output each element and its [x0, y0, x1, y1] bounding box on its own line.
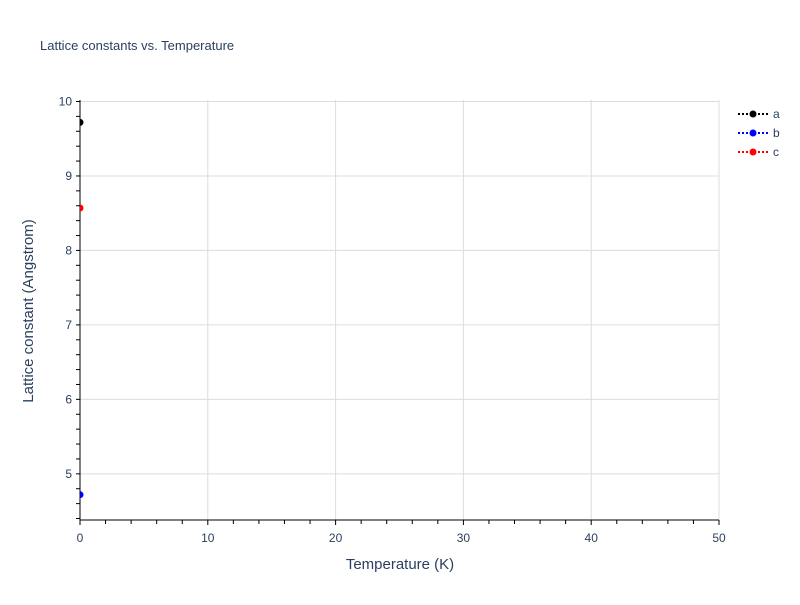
- legend-marker-a: [749, 110, 757, 118]
- legend-label-a: a: [773, 107, 780, 121]
- x-tick-label: 50: [712, 531, 726, 545]
- data-point-a: [80, 118, 84, 126]
- x-axis-label: Temperature (K): [346, 556, 454, 573]
- x-tick-label: 10: [201, 531, 215, 545]
- axes: 0 10 20 30 40 50 5 6 7 8 9 10: [59, 94, 726, 545]
- x-tick-label: 20: [329, 531, 343, 545]
- legend[interactable]: abc: [738, 107, 780, 159]
- chart-title: Lattice constants vs. Temperature: [40, 38, 234, 53]
- legend-item-a[interactable]: a: [738, 107, 780, 121]
- y-axis-label: Lattice constant (Angstrom): [20, 219, 37, 402]
- data-point-c: [80, 204, 84, 212]
- y-tick-label: 7: [65, 318, 72, 332]
- legend-item-c[interactable]: c: [738, 145, 779, 159]
- legend-label-c: c: [773, 145, 779, 159]
- series-group: [80, 118, 84, 499]
- y-tick-label: 9: [65, 169, 72, 183]
- legend-label-b: b: [773, 126, 780, 140]
- grid: [80, 100, 720, 520]
- x-tick-label: 40: [585, 531, 599, 545]
- marks: [80, 118, 84, 499]
- y-tick-label: 8: [65, 243, 72, 257]
- y-tick-label: 6: [65, 392, 72, 406]
- data-point-b: [80, 491, 84, 499]
- legend-marker-c: [749, 148, 757, 156]
- y-tick-label: 10: [59, 94, 73, 108]
- y-tick-label: 5: [65, 467, 72, 481]
- x-tick-label: 0: [77, 531, 84, 545]
- x-tick-label: 30: [457, 531, 471, 545]
- legend-item-b[interactable]: b: [738, 126, 780, 140]
- legend-marker-b: [749, 129, 757, 137]
